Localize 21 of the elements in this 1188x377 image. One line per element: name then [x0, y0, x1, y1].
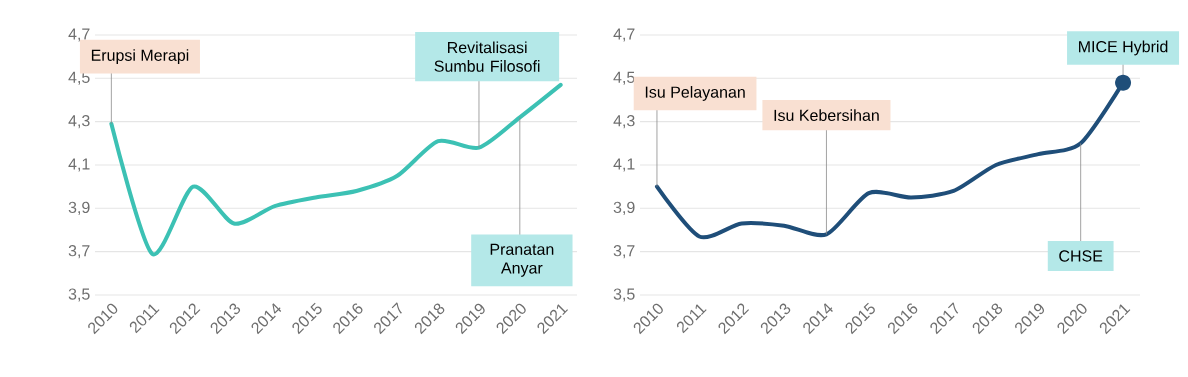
annotation: Erupsi Merapi [91, 49, 189, 65]
y-tick-label: 4,3 [68, 115, 90, 129]
y-tick-label: 3,7 [613, 245, 635, 259]
annotation: Pranatan Anyar [490, 243, 554, 277]
y-tick-label: 4,7 [68, 28, 90, 42]
y-tick-label: 3,5 [68, 288, 90, 302]
annotation: MICE Hybrid [1079, 40, 1168, 56]
y-tick-label: 4,3 [613, 115, 635, 129]
annotation: CHSE [1059, 250, 1103, 262]
y-tick-label: 3,9 [613, 201, 635, 215]
y-tick-label: 3,5 [613, 288, 635, 302]
annotation: Revitalisasi Sumbu Filosofi [434, 41, 540, 72]
line-series [109, 82, 563, 256]
y-tick-label: 3,9 [68, 201, 90, 215]
y-tick-label: 4,1 [68, 158, 90, 172]
annotation: Isu Kebersihan [774, 109, 879, 122]
y-tick-label: 4,7 [613, 28, 635, 42]
annotation: Isu Pelayanan [645, 86, 745, 101]
y-tick-label: 4,1 [613, 158, 635, 172]
y-tick-label: 4,5 [613, 71, 635, 85]
y-tick-label: 3,7 [68, 245, 90, 259]
